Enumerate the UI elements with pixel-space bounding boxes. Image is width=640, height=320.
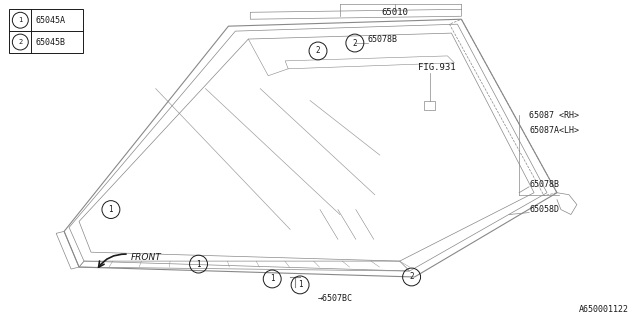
Text: 65010: 65010 [381,8,408,17]
Text: 1: 1 [109,205,113,214]
Text: 1: 1 [270,275,275,284]
Text: 65087A<LH>: 65087A<LH> [529,126,579,135]
Text: 2: 2 [353,38,357,48]
Text: FIG.931: FIG.931 [417,63,455,72]
Text: 2: 2 [18,39,22,45]
Bar [10,9,83,53]
Text: →6507BC: →6507BC [318,294,353,303]
Text: A650001122: A650001122 [579,305,628,314]
Text: 2: 2 [316,46,321,55]
Text: 65058D: 65058D [529,205,559,214]
Text: 65087 <RH>: 65087 <RH> [529,111,579,120]
FancyBboxPatch shape [424,100,435,110]
Text: FRONT: FRONT [131,253,161,262]
Text: 65078B: 65078B [529,180,559,189]
Text: 65078B: 65078B [368,35,398,44]
Text: 1: 1 [298,280,302,289]
Text: 1: 1 [196,260,201,268]
Text: 2: 2 [410,272,414,282]
Text: 65045B: 65045B [35,37,65,46]
Text: 65045A: 65045A [35,16,65,25]
Text: 1: 1 [18,17,22,23]
